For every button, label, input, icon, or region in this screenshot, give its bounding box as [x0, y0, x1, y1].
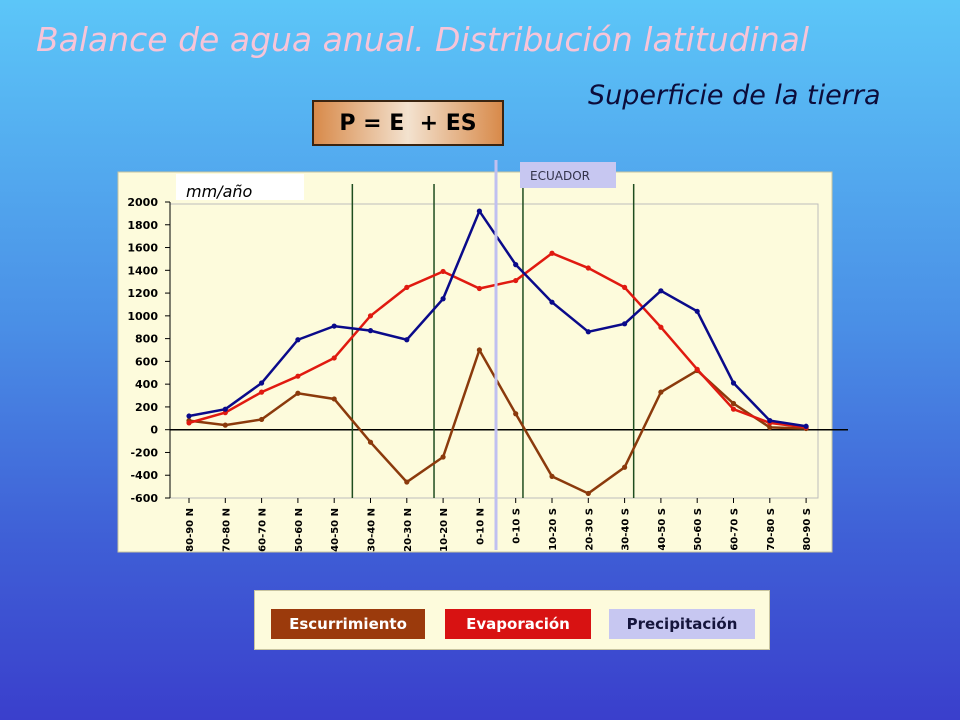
- formula-box: P = E + ES: [312, 100, 504, 146]
- series-point-escurrimiento: [476, 347, 482, 353]
- series-point-evaporacion: [730, 406, 737, 412]
- series-point-precipitacion: [476, 208, 482, 214]
- series-point-escurrimiento: [440, 454, 446, 460]
- series-point-evaporacion: [186, 420, 192, 426]
- series-point-precipitacion: [440, 296, 446, 302]
- x-tick-group: 80-90 N 70-80 N 60-70 N 50-60 N 40-50 N 30-40…: [185, 498, 813, 552]
- x-tick-label: 10-20 S: [548, 508, 559, 551]
- x-tick-label: 30-40 S: [621, 508, 632, 551]
- x-tick-label: 40-50 S: [657, 508, 668, 551]
- series-line-precipitacion: [188, 208, 807, 428]
- x-tick-label: 70-80 N: [221, 508, 232, 552]
- x-tick-label: 50-60 N: [294, 508, 305, 552]
- series-point-precipitacion: [803, 423, 809, 429]
- equator-label: ECUADOR: [530, 169, 590, 183]
- x-tick-label: 10-20 N: [439, 508, 450, 552]
- series-point-precipitacion: [549, 299, 555, 305]
- x-tick-label: 20-30 N: [403, 508, 414, 552]
- legend: Escurrimiento Evaporación Precipitación: [254, 590, 770, 650]
- y-tick-label: 400: [135, 378, 158, 391]
- series-point-escurrimiento: [622, 464, 628, 470]
- series-point-escurrimiento: [585, 490, 591, 497]
- series-point-evaporacion: [440, 268, 446, 275]
- legend-escurrimiento: Escurrimiento: [271, 609, 425, 639]
- equator-label-box: [520, 162, 616, 188]
- series-group: [186, 208, 809, 497]
- x-tick-label: 50-60 S: [693, 508, 704, 551]
- y-tick-label: 0: [150, 424, 158, 437]
- series-point-evaporacion: [513, 277, 519, 284]
- series-line-evaporacion: [188, 251, 807, 429]
- y-tick-label: 200: [135, 401, 158, 414]
- y-tick-label: -200: [130, 446, 158, 459]
- y-tick-group: 2000180016001400120010008006004002000-20…: [127, 196, 170, 505]
- y-tick-label: -600: [130, 492, 158, 505]
- series-point-precipitacion: [259, 380, 265, 386]
- x-tick-label: 80-90 N: [185, 508, 196, 552]
- legend-evaporacion: Evaporación: [445, 609, 591, 639]
- series-point-precipitacion: [331, 323, 337, 329]
- series-point-evaporacion: [658, 324, 664, 330]
- series-point-evaporacion: [367, 313, 374, 319]
- x-tick-label: 40-50 N: [330, 508, 341, 552]
- x-tick-label: 60-70 N: [258, 508, 269, 552]
- y-tick-label: -400: [130, 469, 158, 482]
- series-point-precipitacion: [513, 262, 519, 268]
- x-tick-label: 30-40 N: [367, 508, 378, 552]
- series-point-precipitacion: [367, 328, 374, 334]
- series-point-evaporacion: [259, 389, 265, 395]
- series-point-evaporacion: [549, 250, 555, 256]
- series-point-escurrimiento: [367, 439, 374, 445]
- series-point-escurrimiento: [259, 416, 265, 423]
- series-point-escurrimiento: [404, 479, 410, 485]
- x-tick-label: 80-90 S: [802, 508, 813, 551]
- x-tick-label: 0-10 N: [475, 508, 486, 545]
- y-tick-label: 1400: [127, 264, 158, 277]
- series-point-evaporacion: [295, 373, 301, 379]
- series-point-precipitacion: [404, 337, 410, 343]
- y-tick-label: 1200: [127, 287, 158, 300]
- legend-precipitacion: Precipitación: [609, 609, 755, 639]
- series-point-escurrimiento: [295, 390, 301, 396]
- series-point-precipitacion: [622, 321, 628, 327]
- y-tick-label: 1600: [127, 242, 158, 255]
- series-point-evaporacion: [585, 265, 591, 271]
- y-tick-label: 1000: [127, 310, 158, 323]
- series-point-precipitacion: [186, 413, 192, 419]
- y-tick-label: 2000: [127, 196, 158, 209]
- series-point-precipitacion: [767, 417, 773, 424]
- y-tick-label: 800: [135, 333, 158, 346]
- series-point-escurrimiento: [730, 400, 737, 407]
- x-tick-label: 70-80 S: [766, 508, 777, 551]
- series-point-precipitacion: [694, 308, 700, 314]
- series-point-evaporacion: [622, 284, 628, 290]
- series-point-evaporacion: [331, 355, 337, 361]
- y-tick-label: 1800: [127, 219, 158, 232]
- series-point-escurrimiento: [658, 389, 664, 395]
- unit-label: mm/año: [186, 182, 253, 201]
- y-tick-label: 600: [135, 355, 158, 368]
- unit-label-background: [176, 174, 304, 200]
- series-point-escurrimiento: [222, 422, 228, 428]
- series-point-escurrimiento: [549, 473, 555, 479]
- series-point-precipitacion: [585, 329, 591, 335]
- series-point-evaporacion: [694, 366, 700, 372]
- x-tick-label: 60-70 S: [730, 508, 741, 551]
- x-tick-label: 0-10 S: [512, 508, 523, 544]
- series-point-escurrimiento: [767, 424, 773, 431]
- series-point-escurrimiento: [331, 396, 337, 402]
- series-point-precipitacion: [658, 288, 664, 294]
- series-point-escurrimiento: [513, 411, 519, 417]
- slide-subtitle: Superficie de la tierra: [588, 80, 881, 111]
- series-point-precipitacion: [730, 380, 737, 386]
- x-tick-label: 20-30 S: [584, 508, 595, 551]
- series-point-precipitacion: [222, 406, 228, 412]
- series-point-evaporacion: [404, 284, 410, 290]
- series-point-evaporacion: [476, 285, 482, 292]
- slide-title: Balance de agua anual. Distribución lati…: [36, 20, 810, 59]
- series-point-precipitacion: [295, 337, 301, 343]
